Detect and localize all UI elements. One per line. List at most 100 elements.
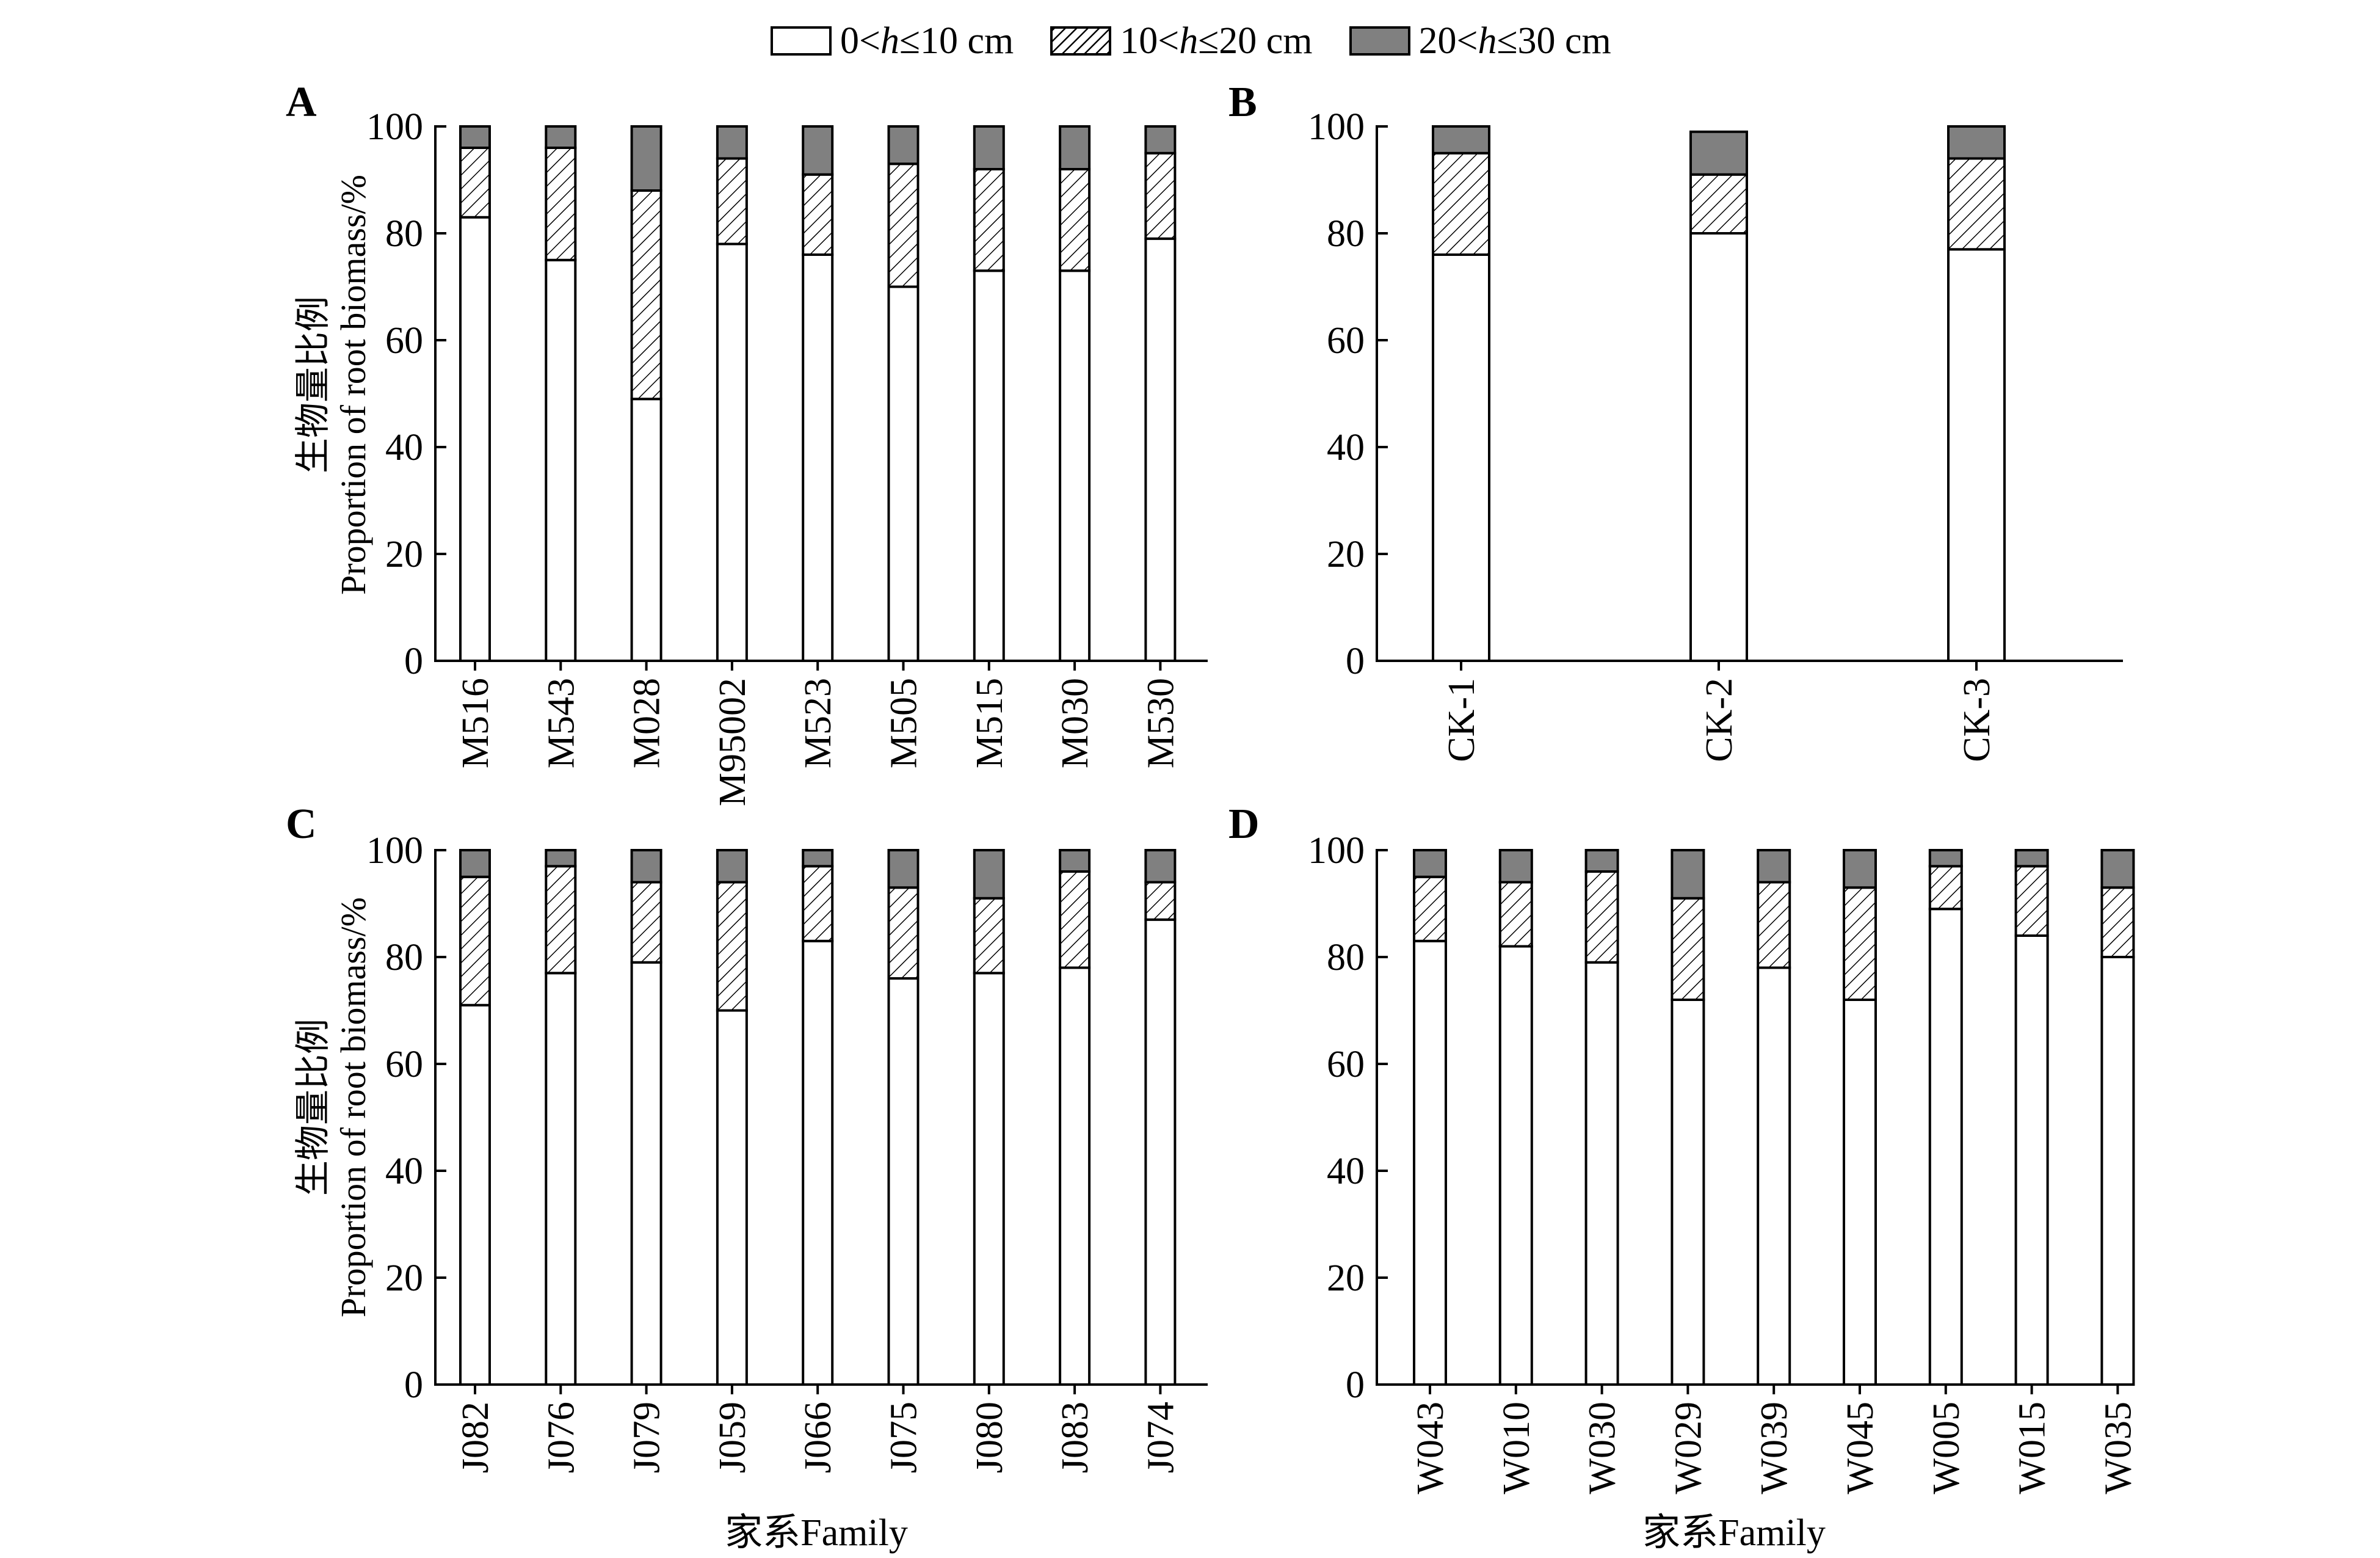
- bar-c-j079-10-20cm: [630, 881, 662, 964]
- x-tick-label-a-m530: M530: [1140, 678, 1181, 768]
- x-tick-label-c-j080: J080: [969, 1402, 1010, 1473]
- y-tick-label-b-0: 0: [1346, 641, 1365, 682]
- bar-d-w015-0-10cm: [2014, 934, 2049, 1386]
- y-axis-title-cn-top: 生物量比例: [293, 296, 333, 473]
- bar-b-ck-3-0-10cm: [1947, 248, 2006, 662]
- x-tick-label-d-w029: W029: [1667, 1402, 1709, 1494]
- bar-d-w005-10-20cm: [1928, 865, 1963, 911]
- bar-c-j083-20-30cm: [1059, 849, 1091, 873]
- x-tick-label-d-w039: W039: [1754, 1402, 1795, 1494]
- panel-letter-a: A: [286, 79, 317, 126]
- y-tick-label-a-40: 40: [385, 427, 423, 468]
- legend-item-0-10cm: 0<h≤10 cm: [771, 20, 1014, 63]
- legend-swatch-0-10cm: [771, 26, 832, 56]
- bar-a-m543-0-10cm: [545, 258, 577, 662]
- bar-d-w030-10-20cm: [1584, 870, 1619, 964]
- bar-c-j082-10-20cm: [459, 875, 491, 1007]
- bar-a-m523-20-30cm: [802, 125, 834, 176]
- bar-b-ck-1-0-10cm: [1432, 253, 1490, 662]
- y-tick-label-a-0: 0: [404, 641, 423, 682]
- bar-c-j079-0-10cm: [630, 961, 662, 1386]
- bar-d-w010-20-30cm: [1498, 849, 1533, 884]
- bar-c-j066-20-30cm: [802, 849, 834, 868]
- panel-b: 0 20 40 60 80 100 CK-1 CK-2 CK-3: [1308, 106, 2123, 762]
- y-tick-label-c-100: 100: [366, 830, 423, 872]
- y-tick-label-a-60: 60: [385, 320, 423, 362]
- legend-label-0-10cm: 0<h≤10 cm: [840, 20, 1014, 62]
- bar-d-w043-0-10cm: [1413, 939, 1447, 1386]
- y-tick-label-c-60: 60: [385, 1044, 423, 1085]
- x-tick-label-c-j076: J076: [540, 1402, 582, 1473]
- x-tick-label-c-j075: J075: [883, 1402, 925, 1473]
- x-axis-title-left: 家系Family: [725, 1512, 908, 1554]
- bar-b-ck-2-0-10cm: [1689, 232, 1748, 662]
- bar-d-w029-0-10cm: [1671, 999, 1705, 1386]
- bar-c-j083-10-20cm: [1059, 870, 1091, 969]
- bar-a-m030-20-30cm: [1059, 125, 1091, 170]
- x-tick-label-c-j083: J083: [1054, 1402, 1096, 1473]
- bar-d-w039-10-20cm: [1757, 881, 1791, 969]
- bar-d-w035-10-20cm: [2100, 886, 2135, 958]
- bar-a-m515-20-30cm: [973, 125, 1005, 170]
- x-tick-label-d-w030: W030: [1582, 1402, 1624, 1494]
- y-axis-title-bottom: 生物量比例 Proportion of root biomass/%: [293, 897, 373, 1317]
- bar-a-m523-10-20cm: [802, 173, 834, 256]
- x-tick-label-a-m505: M505: [883, 678, 925, 768]
- x-tick-label-d-w015: W015: [2012, 1402, 2053, 1494]
- x-tick-label-d-w010: W010: [1496, 1402, 1537, 1494]
- bar-a-m505-20-30cm: [887, 125, 920, 166]
- x-tick-label-d-w035: W035: [2097, 1402, 2139, 1494]
- y-axis-title-cn-bottom: 生物量比例: [293, 1019, 333, 1196]
- legend-item-10-20cm: 10<h≤20 cm: [1050, 20, 1313, 63]
- bar-a-m530-10-20cm: [1144, 151, 1177, 240]
- y-tick-label-c-40: 40: [385, 1151, 423, 1192]
- bar-a-m95002-20-30cm: [716, 125, 748, 160]
- y-tick-label-a-100: 100: [366, 106, 423, 148]
- bar-c-j066-10-20cm: [802, 865, 834, 942]
- bar-d-w015-20-30cm: [2014, 849, 2049, 868]
- bar-a-m515-10-20cm: [973, 168, 1005, 272]
- bar-c-j075-20-30cm: [887, 849, 920, 889]
- legend-label-10-20cm: 10<h≤20 cm: [1120, 20, 1313, 62]
- bar-a-m505-0-10cm: [887, 285, 920, 662]
- bar-c-j080-20-30cm: [973, 849, 1005, 900]
- bar-a-m028-10-20cm: [630, 189, 662, 401]
- bar-a-m95002-0-10cm: [716, 242, 748, 662]
- y-axis-title-en-top: Proportion of root biomass/%: [333, 175, 373, 595]
- legend-swatch-20-30cm: [1349, 26, 1410, 56]
- bar-a-m95002-10-20cm: [716, 157, 748, 246]
- y-tick-label-c-80: 80: [385, 937, 423, 978]
- x-tick-label-a-m515: M515: [969, 678, 1010, 768]
- bar-a-m516-20-30cm: [459, 125, 491, 149]
- bar-c-j059-10-20cm: [716, 881, 748, 1012]
- x-tick-label-a-m030: M030: [1054, 678, 1096, 768]
- bar-a-m030-10-20cm: [1059, 168, 1091, 272]
- y-tick-label-a-20: 20: [385, 534, 423, 575]
- x-tick-label-d-w045: W045: [1840, 1402, 1881, 1494]
- bar-b-ck-2-20-30cm: [1689, 130, 1748, 176]
- bar-c-j080-0-10cm: [973, 972, 1005, 1386]
- x-tick-label-c-j066: J066: [797, 1402, 839, 1473]
- bar-c-j079-20-30cm: [630, 849, 662, 884]
- bar-c-j076-20-30cm: [545, 849, 577, 868]
- x-tick-label-b-ck-2: CK-2: [1699, 678, 1740, 762]
- y-axis-title-top: 生物量比例 Proportion of root biomass/%: [293, 175, 373, 595]
- y-tick-label-d-60: 60: [1327, 1044, 1365, 1085]
- bar-a-m515-0-10cm: [973, 269, 1005, 662]
- bar-a-m028-20-30cm: [630, 125, 662, 192]
- bar-b-ck-3-10-20cm: [1947, 157, 2006, 251]
- legend-item-20-30cm: 20<h≤30 cm: [1349, 20, 1611, 63]
- bar-d-w043-20-30cm: [1413, 849, 1447, 878]
- bar-d-w043-10-20cm: [1413, 875, 1447, 942]
- y-tick-label-b-20: 20: [1327, 534, 1365, 575]
- legend-label-20-30cm: 20<h≤30 cm: [1418, 20, 1611, 62]
- bar-a-m030-0-10cm: [1059, 269, 1091, 662]
- bar-c-j076-0-10cm: [545, 972, 577, 1386]
- bar-c-j083-0-10cm: [1059, 966, 1091, 1386]
- bar-d-w010-10-20cm: [1498, 881, 1533, 948]
- bar-d-w005-0-10cm: [1928, 908, 1963, 1386]
- bar-c-j074-20-30cm: [1144, 849, 1177, 884]
- y-axis-title-en-bottom: Proportion of root biomass/%: [333, 897, 373, 1317]
- y-tick-label-d-0: 0: [1346, 1364, 1365, 1406]
